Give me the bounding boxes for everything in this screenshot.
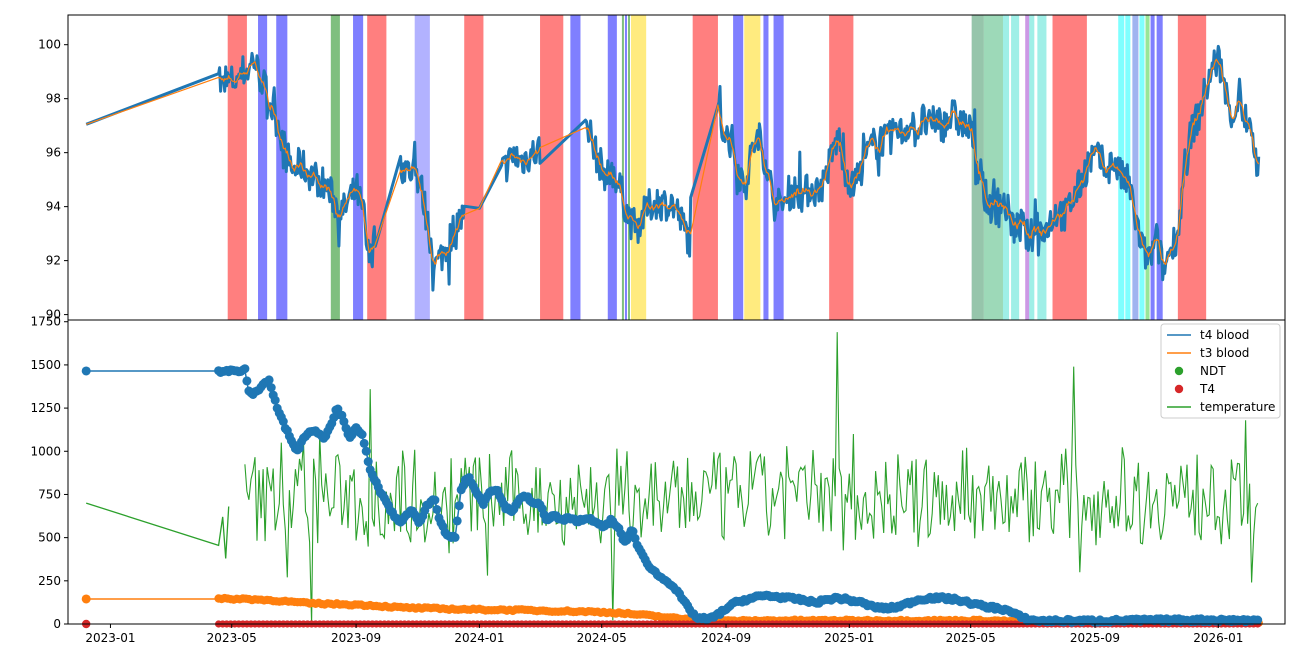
bottom-y-tick-label: 1000 xyxy=(30,444,61,458)
shaded-band-34 xyxy=(1150,15,1155,320)
shaded-band-2 xyxy=(276,15,288,320)
t4-blood-point xyxy=(1253,615,1263,625)
legend-label: NDT xyxy=(1200,364,1226,378)
t4-blood-point xyxy=(452,516,462,526)
x-tick-label: 2025-01 xyxy=(824,631,874,645)
shaded-band-31 xyxy=(1132,15,1139,320)
shaded-band-1 xyxy=(258,15,268,320)
top-y-tick-label: 92 xyxy=(46,254,61,268)
shaded-band-27 xyxy=(1037,15,1047,320)
shaded-band-25 xyxy=(1025,15,1030,320)
x-tick-label: 2024-09 xyxy=(701,631,751,645)
shaded-band-22 xyxy=(983,15,1003,320)
shaded-band-0 xyxy=(227,15,247,320)
shaded-band-35 xyxy=(1156,15,1163,320)
legend-label: t3 blood xyxy=(1200,346,1249,360)
shaded-band-28 xyxy=(1052,15,1087,320)
shaded-band-23 xyxy=(1002,15,1010,320)
legend-label: T4 xyxy=(1199,382,1215,396)
x-tick-label: 2023-09 xyxy=(331,631,381,645)
legend: t4 blood t3 blood NDT T4 temperature xyxy=(1160,323,1281,419)
t4-blood-point xyxy=(264,375,274,385)
t4-blood-point xyxy=(628,527,638,536)
t4-blood-point xyxy=(266,383,276,393)
bottom-y-tick-label: 1750 xyxy=(30,315,61,329)
shaded-band-8 xyxy=(540,15,564,320)
temperature-line-early xyxy=(86,502,230,559)
bottom-panel-frame xyxy=(67,319,1286,625)
bottom-y-tick-label: 750 xyxy=(38,487,61,501)
x-tick-label: 2025-05 xyxy=(946,631,996,645)
t4-blood-point xyxy=(430,495,440,505)
shaded-band-17 xyxy=(744,15,761,320)
x-tick-label: 2025-09 xyxy=(1070,631,1120,645)
t4-blood-markers xyxy=(81,364,1263,627)
x-tick-label: 2024-05 xyxy=(577,631,627,645)
t4-blood-point xyxy=(242,376,252,386)
legend-swatch xyxy=(1174,366,1184,376)
shaded-band-33 xyxy=(1145,15,1150,320)
legend-label: temperature xyxy=(1200,400,1275,414)
x-tick-label: 2026-01 xyxy=(1193,631,1243,645)
t4-blood-point xyxy=(363,457,373,467)
bottom-y-tick-label: 500 xyxy=(38,531,61,545)
x-tick-label: 2023-01 xyxy=(85,631,135,645)
x-tick-label: 2023-05 xyxy=(207,631,257,645)
shaded-band-36 xyxy=(1177,15,1207,320)
t4-blood-point xyxy=(361,446,371,456)
shaded-band-13 xyxy=(627,15,631,320)
shaded-band-4 xyxy=(353,15,364,320)
t4-blood-point xyxy=(432,505,442,514)
top-panel-shaded-bands xyxy=(227,15,1207,320)
shaded-band-9 xyxy=(570,15,581,320)
shaded-band-24 xyxy=(1011,15,1020,320)
t4-blood-point xyxy=(81,366,91,376)
t4-blood-point xyxy=(357,430,367,439)
bottom-y-tick-label: 0 xyxy=(53,617,61,631)
shaded-band-19 xyxy=(773,15,784,320)
t3-blood-point xyxy=(81,594,91,604)
body-temperature-line xyxy=(85,44,1261,292)
shaded-band-12 xyxy=(624,15,627,320)
top-y-tick-label: 100 xyxy=(38,38,61,52)
shaded-band-7 xyxy=(464,15,484,320)
top-y-tick-label: 94 xyxy=(46,200,61,214)
top-panel-series xyxy=(85,44,1261,292)
bottom-y-tick-label: 1250 xyxy=(30,401,61,415)
shaded-band-11 xyxy=(621,15,624,320)
legend-box xyxy=(1160,323,1281,419)
shaded-band-5 xyxy=(367,15,387,320)
axes: 9092949698100025050075010001250150017502… xyxy=(30,14,1286,645)
shaded-band-26 xyxy=(1029,15,1035,320)
t4-blood-point xyxy=(450,532,460,542)
top-y-tick-label: 96 xyxy=(46,146,61,160)
top-y-tick-label: 98 xyxy=(46,92,61,106)
shaded-band-14 xyxy=(631,15,647,320)
top-y-tick-label: 90 xyxy=(46,308,61,322)
t4-blood-point xyxy=(278,417,288,426)
bottom-y-tick-label: 1500 xyxy=(30,358,61,372)
t4-blood-point xyxy=(454,501,464,511)
t4-blood-point xyxy=(270,395,280,405)
legend-label: t4 blood xyxy=(1200,328,1249,342)
temperature-line xyxy=(244,332,1259,625)
shaded-band-3 xyxy=(330,15,340,320)
shaded-band-6 xyxy=(414,15,430,320)
x-tick-label: 2024-01 xyxy=(454,631,504,645)
bottom-panel-series xyxy=(81,332,1263,629)
shaded-band-32 xyxy=(1139,15,1145,320)
t4-blood-point xyxy=(359,438,369,448)
smoothed-temperature-line xyxy=(85,58,1260,265)
t4-blood-point xyxy=(240,364,250,374)
bottom-y-tick-label: 250 xyxy=(38,574,61,588)
legend-swatch xyxy=(1174,384,1184,394)
